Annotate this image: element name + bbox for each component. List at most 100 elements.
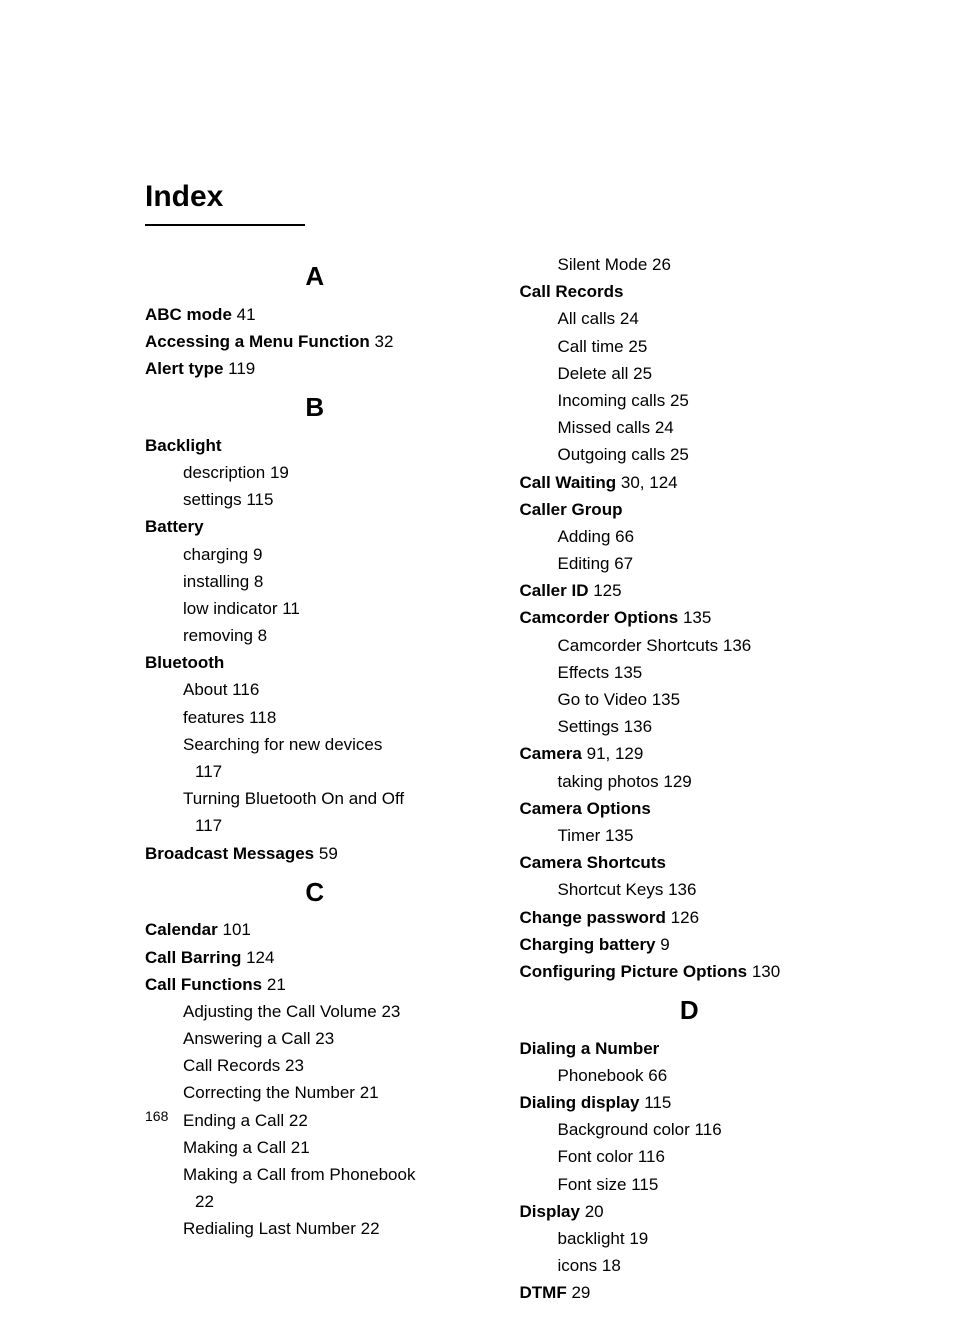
index-entry[interactable]: Display 20 <box>520 1198 860 1225</box>
index-subentry[interactable]: Ending a Call 22 <box>145 1107 485 1134</box>
subentry-page: 136 <box>668 880 696 899</box>
entry-term: Caller ID <box>520 581 589 600</box>
index-subentry[interactable]: low indicator 11 <box>145 595 485 622</box>
index-entry[interactable]: Charging battery 9 <box>520 931 860 958</box>
index-subentry[interactable]: Editing 67 <box>520 550 860 577</box>
index-entry[interactable]: Camera 91, 129 <box>520 740 860 767</box>
index-subentry[interactable]: Delete all 25 <box>520 360 860 387</box>
subentry-page: 25 <box>670 391 689 410</box>
index-subentry[interactable]: Shortcut Keys 136 <box>520 876 860 903</box>
subentry-text: Adding <box>558 527 611 546</box>
entry-term: Call Functions <box>145 975 262 994</box>
subentry-page: 115 <box>246 490 273 509</box>
subentry-page: 116 <box>695 1120 722 1139</box>
entry-term: Configuring Picture Options <box>520 962 748 981</box>
index-subentry[interactable]: taking photos 129 <box>520 768 860 795</box>
index-subentry[interactable]: Phonebook 66 <box>520 1062 860 1089</box>
subentry-text: Incoming calls <box>558 391 666 410</box>
index-subentry[interactable]: Searching for new devices <box>145 731 485 758</box>
index-subentry[interactable]: Font color 116 <box>520 1143 860 1170</box>
index-entry[interactable]: Dialing a Number <box>520 1035 860 1062</box>
index-subentry[interactable]: icons 18 <box>520 1252 860 1279</box>
index-subentry[interactable]: Settings 136 <box>520 713 860 740</box>
index-entry[interactable]: Battery <box>145 513 485 540</box>
index-subentry[interactable]: Making a Call from Phonebook <box>145 1161 485 1188</box>
index-entry[interactable]: Call Records <box>520 278 860 305</box>
subentry-page: 67 <box>614 554 633 573</box>
index-subentry[interactable]: settings 115 <box>145 486 485 513</box>
index-entry[interactable]: Camcorder Options 135 <box>520 604 860 631</box>
subentry-page: 8 <box>254 572 263 591</box>
index-entry[interactable]: Camera Shortcuts <box>520 849 860 876</box>
entry-term: Camera Options <box>520 799 651 818</box>
index-subentry[interactable]: Incoming calls 25 <box>520 387 860 414</box>
index-entry[interactable]: Backlight <box>145 432 485 459</box>
index-entry[interactable]: Call Barring 124 <box>145 944 485 971</box>
index-entry[interactable]: Calendar 101 <box>145 916 485 943</box>
index-subentry[interactable]: Adjusting the Call Volume 23 <box>145 998 485 1025</box>
index-entry[interactable]: ABC mode 41 <box>145 301 485 328</box>
subentry-page: 21 <box>291 1138 310 1157</box>
right-column: Silent Mode 26Call RecordsAll calls 24Ca… <box>520 251 860 1307</box>
index-subentry[interactable]: installing 8 <box>145 568 485 595</box>
entry-term: Caller Group <box>520 500 623 519</box>
subentry-page: 136 <box>723 636 751 655</box>
entry-term: Camera Shortcuts <box>520 853 666 872</box>
subentry-page: 18 <box>602 1256 621 1275</box>
entry-term: Dialing a Number <box>520 1039 660 1058</box>
index-subentry[interactable]: Adding 66 <box>520 523 860 550</box>
index-subentry[interactable]: Font size 115 <box>520 1171 860 1198</box>
index-entry[interactable]: Call Functions 21 <box>145 971 485 998</box>
index-subentry[interactable]: All calls 24 <box>520 305 860 332</box>
index-subentry[interactable]: Missed calls 24 <box>520 414 860 441</box>
subentry-page: 22 <box>289 1111 308 1130</box>
index-entry[interactable]: DTMF 29 <box>520 1279 860 1306</box>
subentry-text: Missed calls <box>558 418 651 437</box>
subentry-page: 136 <box>624 717 652 736</box>
index-entry[interactable]: Caller ID 125 <box>520 577 860 604</box>
subentry-text: Timer <box>558 826 601 845</box>
entry-term: Broadcast Messages <box>145 844 314 863</box>
index-subentry[interactable]: Outgoing calls 25 <box>520 441 860 468</box>
entry-term: Bluetooth <box>145 653 224 672</box>
index-entry[interactable]: Alert type 119 <box>145 355 485 382</box>
subentry-text: backlight <box>558 1229 625 1248</box>
subentry-page: 19 <box>270 463 289 482</box>
index-subentry[interactable]: Timer 135 <box>520 822 860 849</box>
index-subentry[interactable]: About 116 <box>145 676 485 703</box>
subentry-page: 8 <box>258 626 267 645</box>
index-subentry[interactable]: description 19 <box>145 459 485 486</box>
subentry-page: 135 <box>605 826 633 845</box>
index-entry[interactable]: Call Waiting 30, 124 <box>520 469 860 496</box>
index-subentry[interactable]: Silent Mode 26 <box>520 251 860 278</box>
index-subentry[interactable]: Effects 135 <box>520 659 860 686</box>
index-subentry[interactable]: Turning Bluetooth On and Off <box>145 785 485 812</box>
subentry-text: Editing <box>558 554 610 573</box>
index-subentry[interactable]: Correcting the Number 21 <box>145 1079 485 1106</box>
index-entry[interactable]: Configuring Picture Options 130 <box>520 958 860 985</box>
index-subentry[interactable]: charging 9 <box>145 541 485 568</box>
index-entry[interactable]: Caller Group <box>520 496 860 523</box>
index-subentry[interactable]: Answering a Call 23 <box>145 1025 485 1052</box>
index-subentry[interactable]: backlight 19 <box>520 1225 860 1252</box>
index-entry[interactable]: Change password 126 <box>520 904 860 931</box>
index-subentry[interactable]: Background color 116 <box>520 1116 860 1143</box>
index-subentry[interactable]: Camcorder Shortcuts 136 <box>520 632 860 659</box>
index-subentry[interactable]: Call Records 23 <box>145 1052 485 1079</box>
index-subentry[interactable]: removing 8 <box>145 622 485 649</box>
index-subentry[interactable]: Go to Video 135 <box>520 686 860 713</box>
subentry-page: 25 <box>628 337 647 356</box>
index-entry[interactable]: Camera Options <box>520 795 860 822</box>
index-subentry[interactable]: Making a Call 21 <box>145 1134 485 1161</box>
entry-term: Call Barring <box>145 948 241 967</box>
index-entry[interactable]: Broadcast Messages 59 <box>145 840 485 867</box>
index-entry[interactable]: Accessing a Menu Function 32 <box>145 328 485 355</box>
subentry-text: icons <box>558 1256 598 1275</box>
index-entry[interactable]: Bluetooth <box>145 649 485 676</box>
subentry-page: 9 <box>253 545 262 564</box>
index-subentry[interactable]: features 118 <box>145 704 485 731</box>
index-entry[interactable]: Dialing display 115 <box>520 1089 860 1116</box>
index-subentry[interactable]: Call time 25 <box>520 333 860 360</box>
page-number: 168 <box>145 1108 168 1124</box>
index-subentry[interactable]: Redialing Last Number 22 <box>145 1215 485 1242</box>
